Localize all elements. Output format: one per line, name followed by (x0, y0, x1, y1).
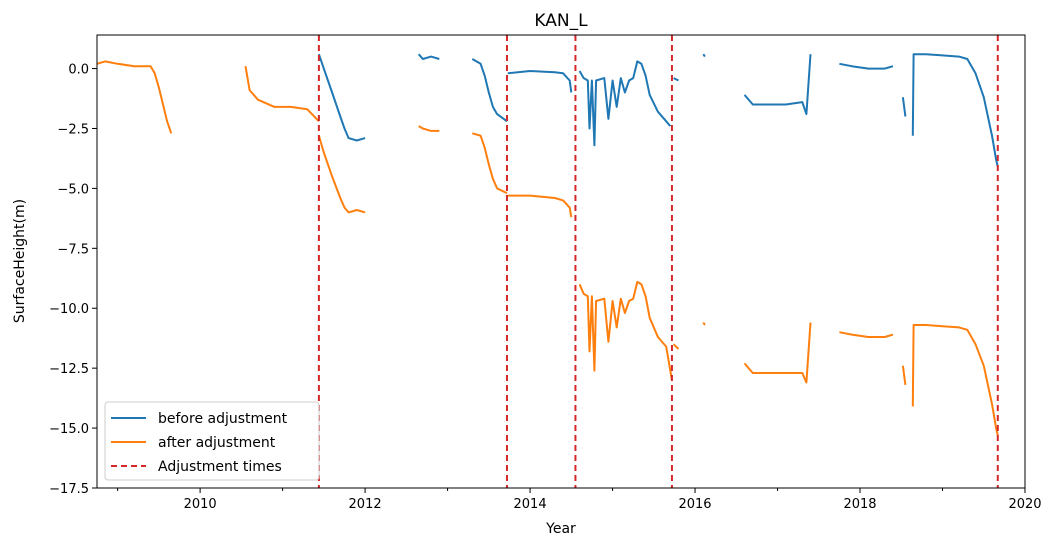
legend-box (104, 401, 320, 481)
series-1-segment-1 (317, 53, 366, 142)
series-2-segment-3 (317, 135, 366, 214)
x-tick-label-4: 2016 (678, 497, 711, 512)
y-tick-label-8: −17.5 (49, 482, 89, 497)
x-tick-label-3: 2014 (514, 497, 547, 512)
series-2-segment-12 (901, 365, 907, 386)
y-tick-label-6: −12.5 (49, 362, 89, 377)
series-1-segment-5 (578, 60, 672, 147)
y-tick-label-1: 0.0 (68, 63, 89, 78)
y-tick-label-4: −7.5 (57, 242, 89, 257)
y-tick-label-5: −10.0 (49, 302, 89, 317)
series-2-segment-7 (578, 280, 673, 381)
series-2-segment-8 (672, 343, 680, 350)
series-1-segment-8 (743, 54, 812, 116)
series-2-segment-10 (743, 322, 812, 384)
series-2-segment-5 (472, 132, 508, 195)
legend-label-2: after adjustment (158, 435, 276, 451)
series-2-segment-6 (507, 194, 573, 218)
series-2-segment-11 (839, 331, 894, 338)
y-tick-label-3: −5.0 (57, 182, 89, 197)
series-2-segment-2 (244, 66, 320, 122)
plot-area (96, 35, 999, 488)
x-tick-label-5: 2018 (843, 497, 876, 512)
legend-label-3: Adjustment times (158, 459, 282, 475)
series-1-segment-7 (702, 53, 706, 58)
plot-frame (96, 34, 1026, 489)
series-2-segment-9 (702, 322, 706, 326)
legend-label-1: before adjustment (158, 411, 288, 427)
series-1-segment-10 (901, 97, 907, 117)
x-axis: 2010 2012 2014 2016 2018 2020 (117, 488, 1042, 512)
series-1-segment-9 (839, 62, 894, 70)
y-tick-label-7: −15.0 (49, 422, 89, 437)
y-tick-label-2: −2.5 (57, 122, 89, 137)
series-2-segment-4 (418, 125, 440, 132)
series-2-segment-1 (96, 60, 173, 134)
series-1-segment-3 (471, 58, 508, 123)
series-1-segment-4 (507, 70, 573, 93)
x-axis-label: Year (545, 521, 576, 537)
series-1-segment-2 (417, 53, 440, 60)
series-1-segment-6 (673, 77, 679, 82)
chart-title: KAN_L (534, 11, 588, 31)
x-tick-label-1: 2010 (184, 497, 217, 512)
x-tick-label-6: 2020 (1008, 497, 1041, 512)
series-1-segment-11 (911, 53, 999, 168)
legend: before adjustment after adjustment Adjustm… (104, 401, 320, 481)
y-axis-label: SurfaceHeight(m) (12, 199, 28, 323)
series-2-segment-13 (911, 324, 999, 436)
y-axis: 0.0 −2.5 −5.0 −7.5 −10.0 −12.5 −15.0 −17.5 (49, 63, 97, 497)
x-tick-label-2: 2012 (349, 497, 382, 512)
